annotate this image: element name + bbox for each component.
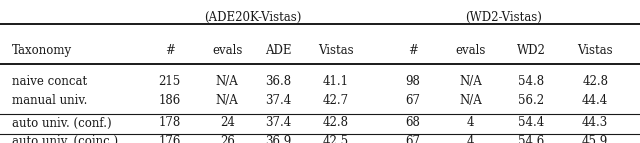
Text: N/A: N/A bbox=[216, 94, 239, 107]
Text: 44.4: 44.4 bbox=[582, 94, 609, 107]
Text: Vistas: Vistas bbox=[577, 44, 613, 56]
Text: 56.2: 56.2 bbox=[518, 94, 544, 107]
Text: 26: 26 bbox=[220, 135, 235, 143]
Text: 98: 98 bbox=[405, 75, 420, 88]
Text: 178: 178 bbox=[159, 117, 180, 129]
Text: 54.6: 54.6 bbox=[518, 135, 545, 143]
Text: 176: 176 bbox=[159, 135, 180, 143]
Text: 42.5: 42.5 bbox=[323, 135, 349, 143]
Text: 4: 4 bbox=[467, 117, 474, 129]
Text: 45.9: 45.9 bbox=[582, 135, 609, 143]
Text: evals: evals bbox=[455, 44, 486, 56]
Text: WD2: WD2 bbox=[516, 44, 546, 56]
Text: 67: 67 bbox=[405, 94, 420, 107]
Text: 24: 24 bbox=[220, 117, 235, 129]
Text: 54.8: 54.8 bbox=[518, 75, 544, 88]
Text: 42.8: 42.8 bbox=[582, 75, 608, 88]
Text: N/A: N/A bbox=[216, 75, 239, 88]
Text: 36.8: 36.8 bbox=[266, 75, 291, 88]
Text: 67: 67 bbox=[405, 135, 420, 143]
Text: #: # bbox=[164, 44, 175, 56]
Text: 186: 186 bbox=[159, 94, 180, 107]
Text: N/A: N/A bbox=[459, 75, 482, 88]
Text: 44.3: 44.3 bbox=[582, 117, 609, 129]
Text: evals: evals bbox=[212, 44, 243, 56]
Text: 37.4: 37.4 bbox=[265, 117, 292, 129]
Text: N/A: N/A bbox=[459, 94, 482, 107]
Text: ADE: ADE bbox=[265, 44, 292, 56]
Text: Vistas: Vistas bbox=[318, 44, 354, 56]
Text: Taxonomy: Taxonomy bbox=[12, 44, 72, 56]
Text: manual univ.: manual univ. bbox=[12, 94, 87, 107]
Text: 37.4: 37.4 bbox=[265, 94, 292, 107]
Text: 68: 68 bbox=[405, 117, 420, 129]
Text: 42.8: 42.8 bbox=[323, 117, 349, 129]
Text: 36.9: 36.9 bbox=[265, 135, 292, 143]
Text: 42.7: 42.7 bbox=[323, 94, 349, 107]
Text: 215: 215 bbox=[159, 75, 180, 88]
Text: (ADE20K-Vistas): (ADE20K-Vistas) bbox=[204, 11, 301, 24]
Text: auto univ. (coinc.): auto univ. (coinc.) bbox=[12, 135, 118, 143]
Text: naive concat: naive concat bbox=[12, 75, 86, 88]
Text: 4: 4 bbox=[467, 135, 474, 143]
Text: 54.4: 54.4 bbox=[518, 117, 545, 129]
Text: 41.1: 41.1 bbox=[323, 75, 349, 88]
Text: #: # bbox=[408, 44, 418, 56]
Text: (WD2-Vistas): (WD2-Vistas) bbox=[465, 11, 543, 24]
Text: auto univ. (conf.): auto univ. (conf.) bbox=[12, 117, 111, 129]
